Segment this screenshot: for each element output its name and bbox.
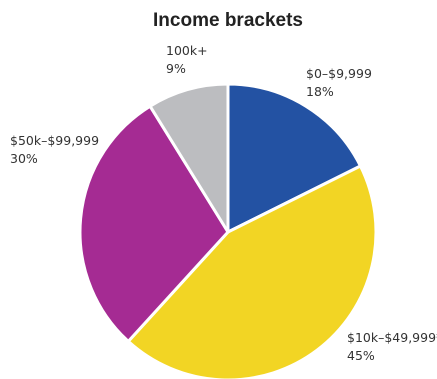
slice-percent-label: 9% xyxy=(166,61,186,76)
slice-label: $50k–$99,999 xyxy=(10,133,99,148)
slice-label: $10k–$49,999* xyxy=(347,330,437,345)
slice-percent-label: 18% xyxy=(306,84,334,99)
pie-slice xyxy=(226,82,362,234)
slice-label: $0–$9,999 xyxy=(306,66,372,81)
chart-title: Income brackets xyxy=(153,10,303,31)
pie-slice xyxy=(78,104,230,343)
slice-percent-label: 30% xyxy=(10,151,38,166)
pie-slice xyxy=(148,82,230,234)
slice-label: 100k+ xyxy=(166,43,208,58)
slice-percent-label: 45% xyxy=(347,348,375,363)
pie-slice xyxy=(126,164,378,379)
